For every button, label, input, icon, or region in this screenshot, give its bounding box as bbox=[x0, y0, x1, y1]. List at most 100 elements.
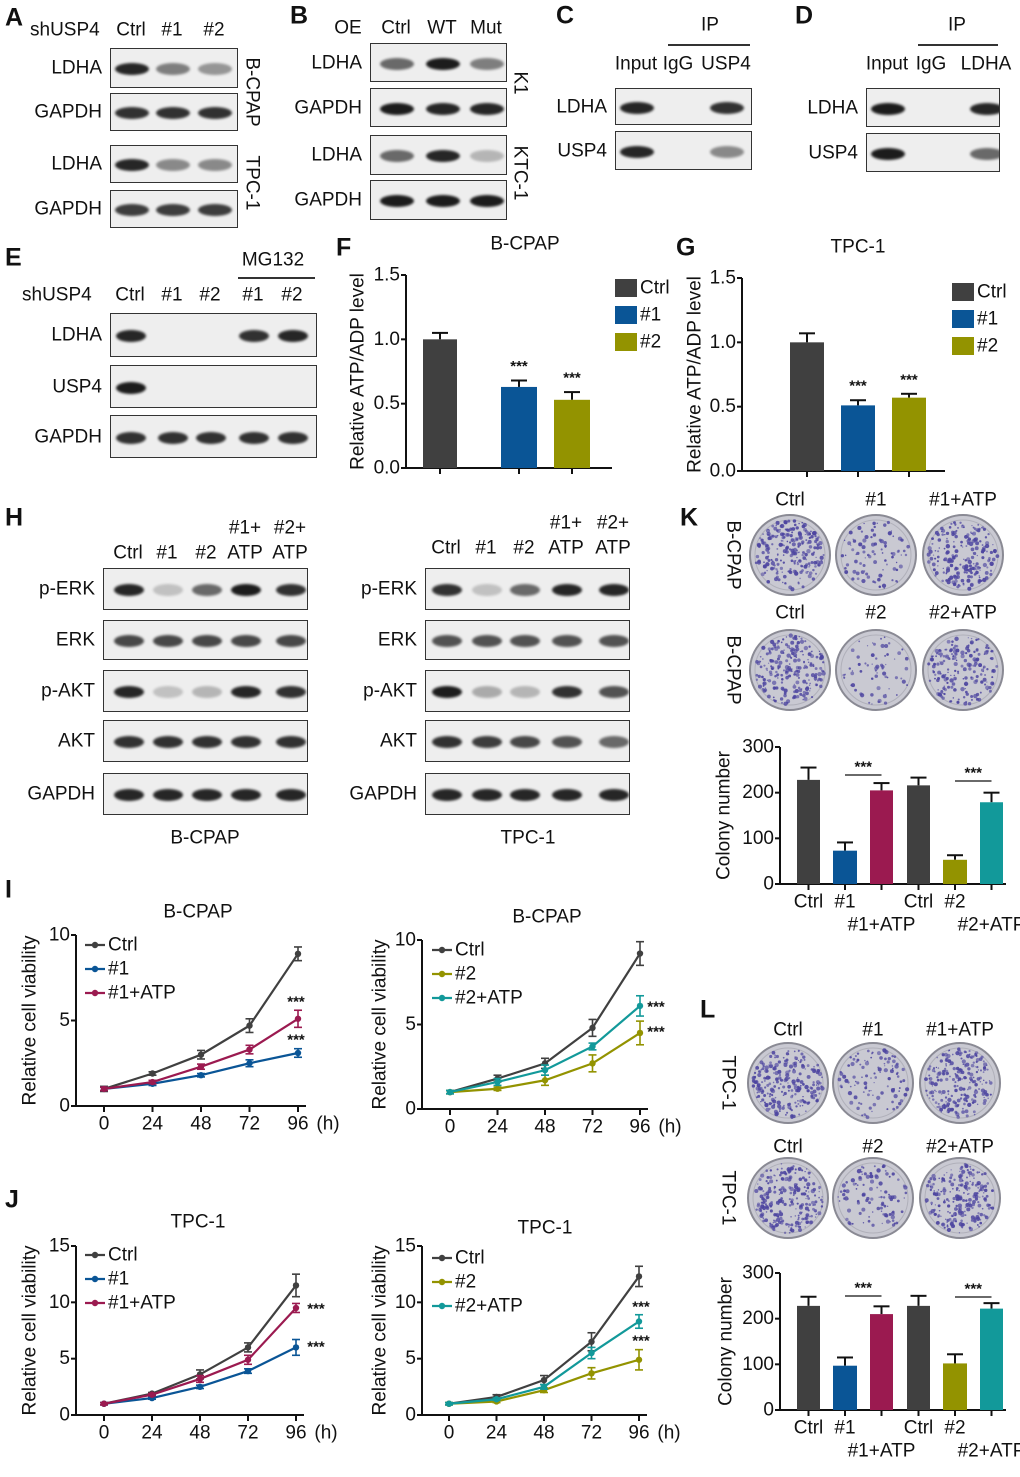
colony-dot bbox=[881, 1165, 885, 1169]
colony-dot bbox=[791, 527, 796, 531]
colony-dot bbox=[760, 572, 765, 577]
colony-dot bbox=[900, 1210, 904, 1214]
colony-dot bbox=[808, 536, 811, 539]
colony-dot bbox=[794, 1215, 797, 1217]
colony-dot bbox=[779, 1188, 782, 1192]
colony-dot bbox=[943, 1192, 946, 1196]
colony-dot bbox=[939, 1078, 943, 1082]
data-point bbox=[197, 1072, 205, 1079]
colony-dot bbox=[768, 1186, 772, 1190]
data-point bbox=[636, 1029, 644, 1037]
lane-label: #1 bbox=[161, 284, 183, 306]
colony-dot bbox=[790, 1228, 795, 1233]
data-point bbox=[540, 1383, 548, 1391]
colony-dot bbox=[805, 1197, 807, 1200]
colony-dot bbox=[930, 1201, 933, 1205]
colony-dot bbox=[775, 686, 779, 690]
colony-dot bbox=[946, 580, 951, 585]
colony-dot bbox=[790, 1223, 794, 1227]
colony-dot bbox=[928, 1074, 931, 1077]
colony-dot bbox=[778, 660, 783, 665]
colony-dot bbox=[769, 660, 772, 663]
colony-dot bbox=[870, 535, 873, 539]
colony-dot bbox=[892, 1107, 896, 1111]
colony-dot bbox=[776, 1217, 781, 1222]
colony-dot bbox=[947, 1204, 951, 1208]
legend-swatch bbox=[615, 279, 637, 297]
protein-band bbox=[192, 686, 222, 698]
colony-dot bbox=[789, 1191, 793, 1195]
colony-dot bbox=[962, 565, 966, 570]
panel-label: G bbox=[676, 233, 696, 262]
colony-dot bbox=[754, 561, 758, 565]
colony-dot bbox=[972, 1076, 975, 1079]
colony-dot bbox=[760, 1204, 765, 1209]
colony-dot bbox=[869, 1171, 873, 1175]
data-point bbox=[541, 1077, 549, 1084]
colony-dot bbox=[977, 697, 982, 702]
panel-label: D bbox=[795, 1, 814, 30]
colony-dot bbox=[987, 532, 990, 536]
colony-plate bbox=[835, 629, 917, 711]
colony-dot bbox=[875, 657, 878, 660]
colony-dot bbox=[768, 1107, 771, 1110]
colony-dot bbox=[942, 567, 944, 569]
colony-dot bbox=[970, 547, 975, 552]
colony-dot bbox=[788, 1175, 793, 1180]
colony-dot bbox=[957, 1183, 961, 1187]
colony-dot bbox=[782, 561, 785, 564]
colony-dot bbox=[987, 1097, 989, 1099]
legend-label: Ctrl bbox=[108, 1245, 138, 1266]
protein-band bbox=[599, 686, 629, 698]
colony-dot bbox=[810, 560, 814, 565]
colony-dot bbox=[941, 1177, 944, 1180]
colony-dot bbox=[797, 1167, 802, 1171]
x-axis-label: (h) bbox=[658, 1117, 681, 1138]
colony-dot bbox=[973, 679, 978, 685]
colony-dot bbox=[845, 1217, 849, 1222]
colony-dot bbox=[927, 1180, 931, 1184]
colony-dot bbox=[767, 534, 769, 536]
colony-dot bbox=[808, 652, 811, 655]
colony-dot bbox=[928, 1065, 932, 1068]
x-tick-label: 48 bbox=[190, 1114, 211, 1135]
colony-dot bbox=[979, 566, 982, 569]
colony-dot bbox=[860, 570, 865, 575]
y-tick-label: 300 bbox=[742, 1263, 774, 1284]
colony-dot bbox=[901, 1067, 905, 1072]
colony-dot bbox=[795, 1208, 797, 1210]
colony-dot bbox=[940, 1098, 944, 1102]
colony-dot bbox=[958, 1086, 964, 1092]
colony-dot bbox=[805, 673, 809, 677]
x-tick-label: 72 bbox=[582, 1117, 603, 1138]
colony-dot bbox=[841, 1183, 846, 1188]
colony-dot bbox=[814, 683, 818, 687]
y-tick-label: 10 bbox=[49, 925, 70, 946]
colony-dot bbox=[863, 1081, 868, 1086]
colony-dot bbox=[852, 569, 857, 574]
colony-dot bbox=[972, 1110, 976, 1114]
colony-dot bbox=[866, 1060, 869, 1063]
colony-dot bbox=[991, 557, 996, 562]
colony-dot bbox=[884, 1169, 887, 1172]
colony-dot bbox=[884, 544, 887, 548]
colony-dot bbox=[795, 526, 799, 530]
colony-dot bbox=[978, 575, 980, 577]
colony-dot bbox=[974, 1066, 976, 1068]
protein-band bbox=[426, 102, 460, 115]
colony-dot bbox=[792, 1194, 795, 1196]
blot-gapdh bbox=[425, 773, 630, 815]
colony-dot bbox=[982, 562, 988, 568]
colony-dot bbox=[936, 1056, 939, 1059]
colony-dot bbox=[960, 686, 965, 692]
colony-dot bbox=[797, 531, 802, 535]
colony-dot bbox=[949, 1191, 951, 1193]
row-label: USP4 bbox=[52, 376, 102, 397]
colony-dot bbox=[802, 653, 804, 656]
colony-dot bbox=[971, 1206, 974, 1210]
colony-dot bbox=[789, 1107, 792, 1110]
colony-dot bbox=[811, 577, 816, 581]
colony-dot bbox=[768, 1175, 773, 1180]
colony-dot bbox=[960, 540, 963, 544]
colony-dot bbox=[954, 1103, 959, 1108]
